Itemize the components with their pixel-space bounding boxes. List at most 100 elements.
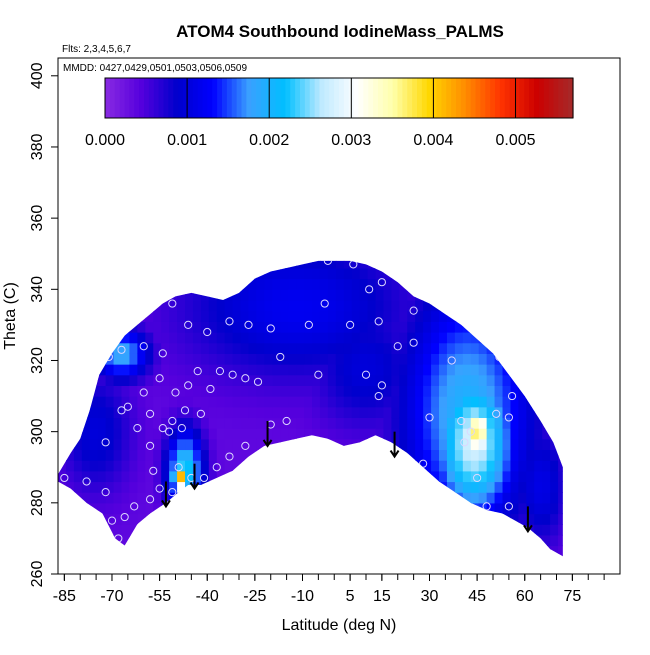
heat-cell <box>177 406 186 419</box>
heat-cell <box>73 534 83 547</box>
heat-cell <box>375 545 385 557</box>
heat-cell <box>192 321 202 333</box>
heat-cell <box>169 502 178 515</box>
heat-cell <box>446 513 456 525</box>
heat-cell <box>240 534 250 547</box>
heat-cell <box>439 417 448 429</box>
heat-cell <box>478 385 488 397</box>
heat-cell <box>312 267 321 280</box>
heat-cell <box>502 278 512 290</box>
y-tick-label: 380 <box>29 134 46 161</box>
heat-cell <box>81 545 91 557</box>
heat-cell <box>566 481 575 492</box>
heat-cell <box>383 267 392 280</box>
sample-point <box>203 327 212 337</box>
heat-cell <box>383 289 392 301</box>
heat-cell <box>502 299 512 312</box>
heat-cell <box>153 385 162 397</box>
heat-cell <box>169 364 178 376</box>
heat-cell <box>359 385 369 397</box>
heat-cell <box>81 353 91 365</box>
heat-cell <box>208 278 218 290</box>
heat-cell <box>494 385 504 397</box>
heat-cell <box>367 460 377 472</box>
heat-cell <box>225 247 234 258</box>
heat-cell <box>351 428 361 440</box>
sample-point <box>501 310 510 319</box>
heat-cell <box>58 492 67 504</box>
heat-cell <box>113 278 123 290</box>
heat-cell <box>272 299 281 312</box>
heat-cell <box>343 513 353 525</box>
heat-cell <box>462 310 472 322</box>
heat-cell <box>192 396 202 408</box>
heat-cell <box>177 502 186 515</box>
heat-cell <box>439 556 448 567</box>
heat-cell <box>145 310 154 322</box>
heat-cell <box>304 342 313 354</box>
heat-cell <box>367 417 377 429</box>
heat-cell <box>320 247 329 258</box>
heat-cell <box>264 502 273 515</box>
heat-cell <box>470 299 480 312</box>
heat-cell <box>193 556 202 567</box>
heat-cell <box>153 460 162 472</box>
heat-cell <box>407 556 416 567</box>
heat-cell <box>343 417 353 429</box>
heat-cell <box>478 417 488 429</box>
heat-cell <box>240 460 250 472</box>
heat-cell <box>399 278 408 290</box>
heat-cell <box>248 460 258 472</box>
heat-cell <box>97 396 107 408</box>
heat-cell <box>343 449 353 461</box>
heat-cell <box>399 524 408 536</box>
heat-cell <box>153 332 162 344</box>
heat-cell <box>335 545 345 557</box>
heat-cell <box>233 247 242 258</box>
heat-cell <box>145 406 154 419</box>
colorbar-swatch <box>226 78 233 118</box>
colorbar-swatch <box>109 78 116 118</box>
heat-cell <box>312 321 321 333</box>
heat-cell <box>495 556 504 567</box>
heat-cell <box>558 470 563 483</box>
heat-cell <box>58 310 67 322</box>
colorbar-swatch <box>275 78 282 118</box>
heat-cell <box>217 556 226 567</box>
heat-cell <box>153 438 162 451</box>
heat-cell <box>280 513 289 525</box>
heat-cell <box>399 449 408 461</box>
heat-cell <box>232 299 242 312</box>
heat-cell <box>224 299 234 312</box>
heat-cell <box>208 342 218 354</box>
heat-cell <box>121 428 131 440</box>
heat-cell <box>200 406 210 419</box>
heat-cell <box>375 310 385 322</box>
heat-cell <box>494 310 504 322</box>
heat-cell <box>351 289 361 301</box>
heat-cell <box>462 364 472 376</box>
heat-cell <box>510 524 519 536</box>
heat-cell <box>137 502 146 515</box>
heat-cell <box>208 502 218 515</box>
heat-cell <box>113 374 123 386</box>
heat-cell <box>399 353 408 365</box>
heat-cell <box>232 278 242 290</box>
colorbar-swatch <box>319 78 325 118</box>
heat-cell <box>89 460 99 472</box>
heat-cell <box>73 481 83 493</box>
heat-cell <box>534 321 543 333</box>
heat-cell <box>177 534 186 547</box>
heat-cell <box>224 353 234 365</box>
heat-cell <box>542 534 551 547</box>
heat-cell <box>97 364 107 376</box>
x-tick-label: 15 <box>373 588 391 605</box>
heat-cell <box>153 374 162 386</box>
sample-point <box>473 473 482 483</box>
heat-cell <box>454 385 464 397</box>
heat-cell <box>534 438 543 451</box>
heat-cell <box>185 481 194 493</box>
colorbar-swatch <box>470 78 477 118</box>
heat-cell <box>177 364 186 376</box>
heat-cell <box>534 332 543 344</box>
